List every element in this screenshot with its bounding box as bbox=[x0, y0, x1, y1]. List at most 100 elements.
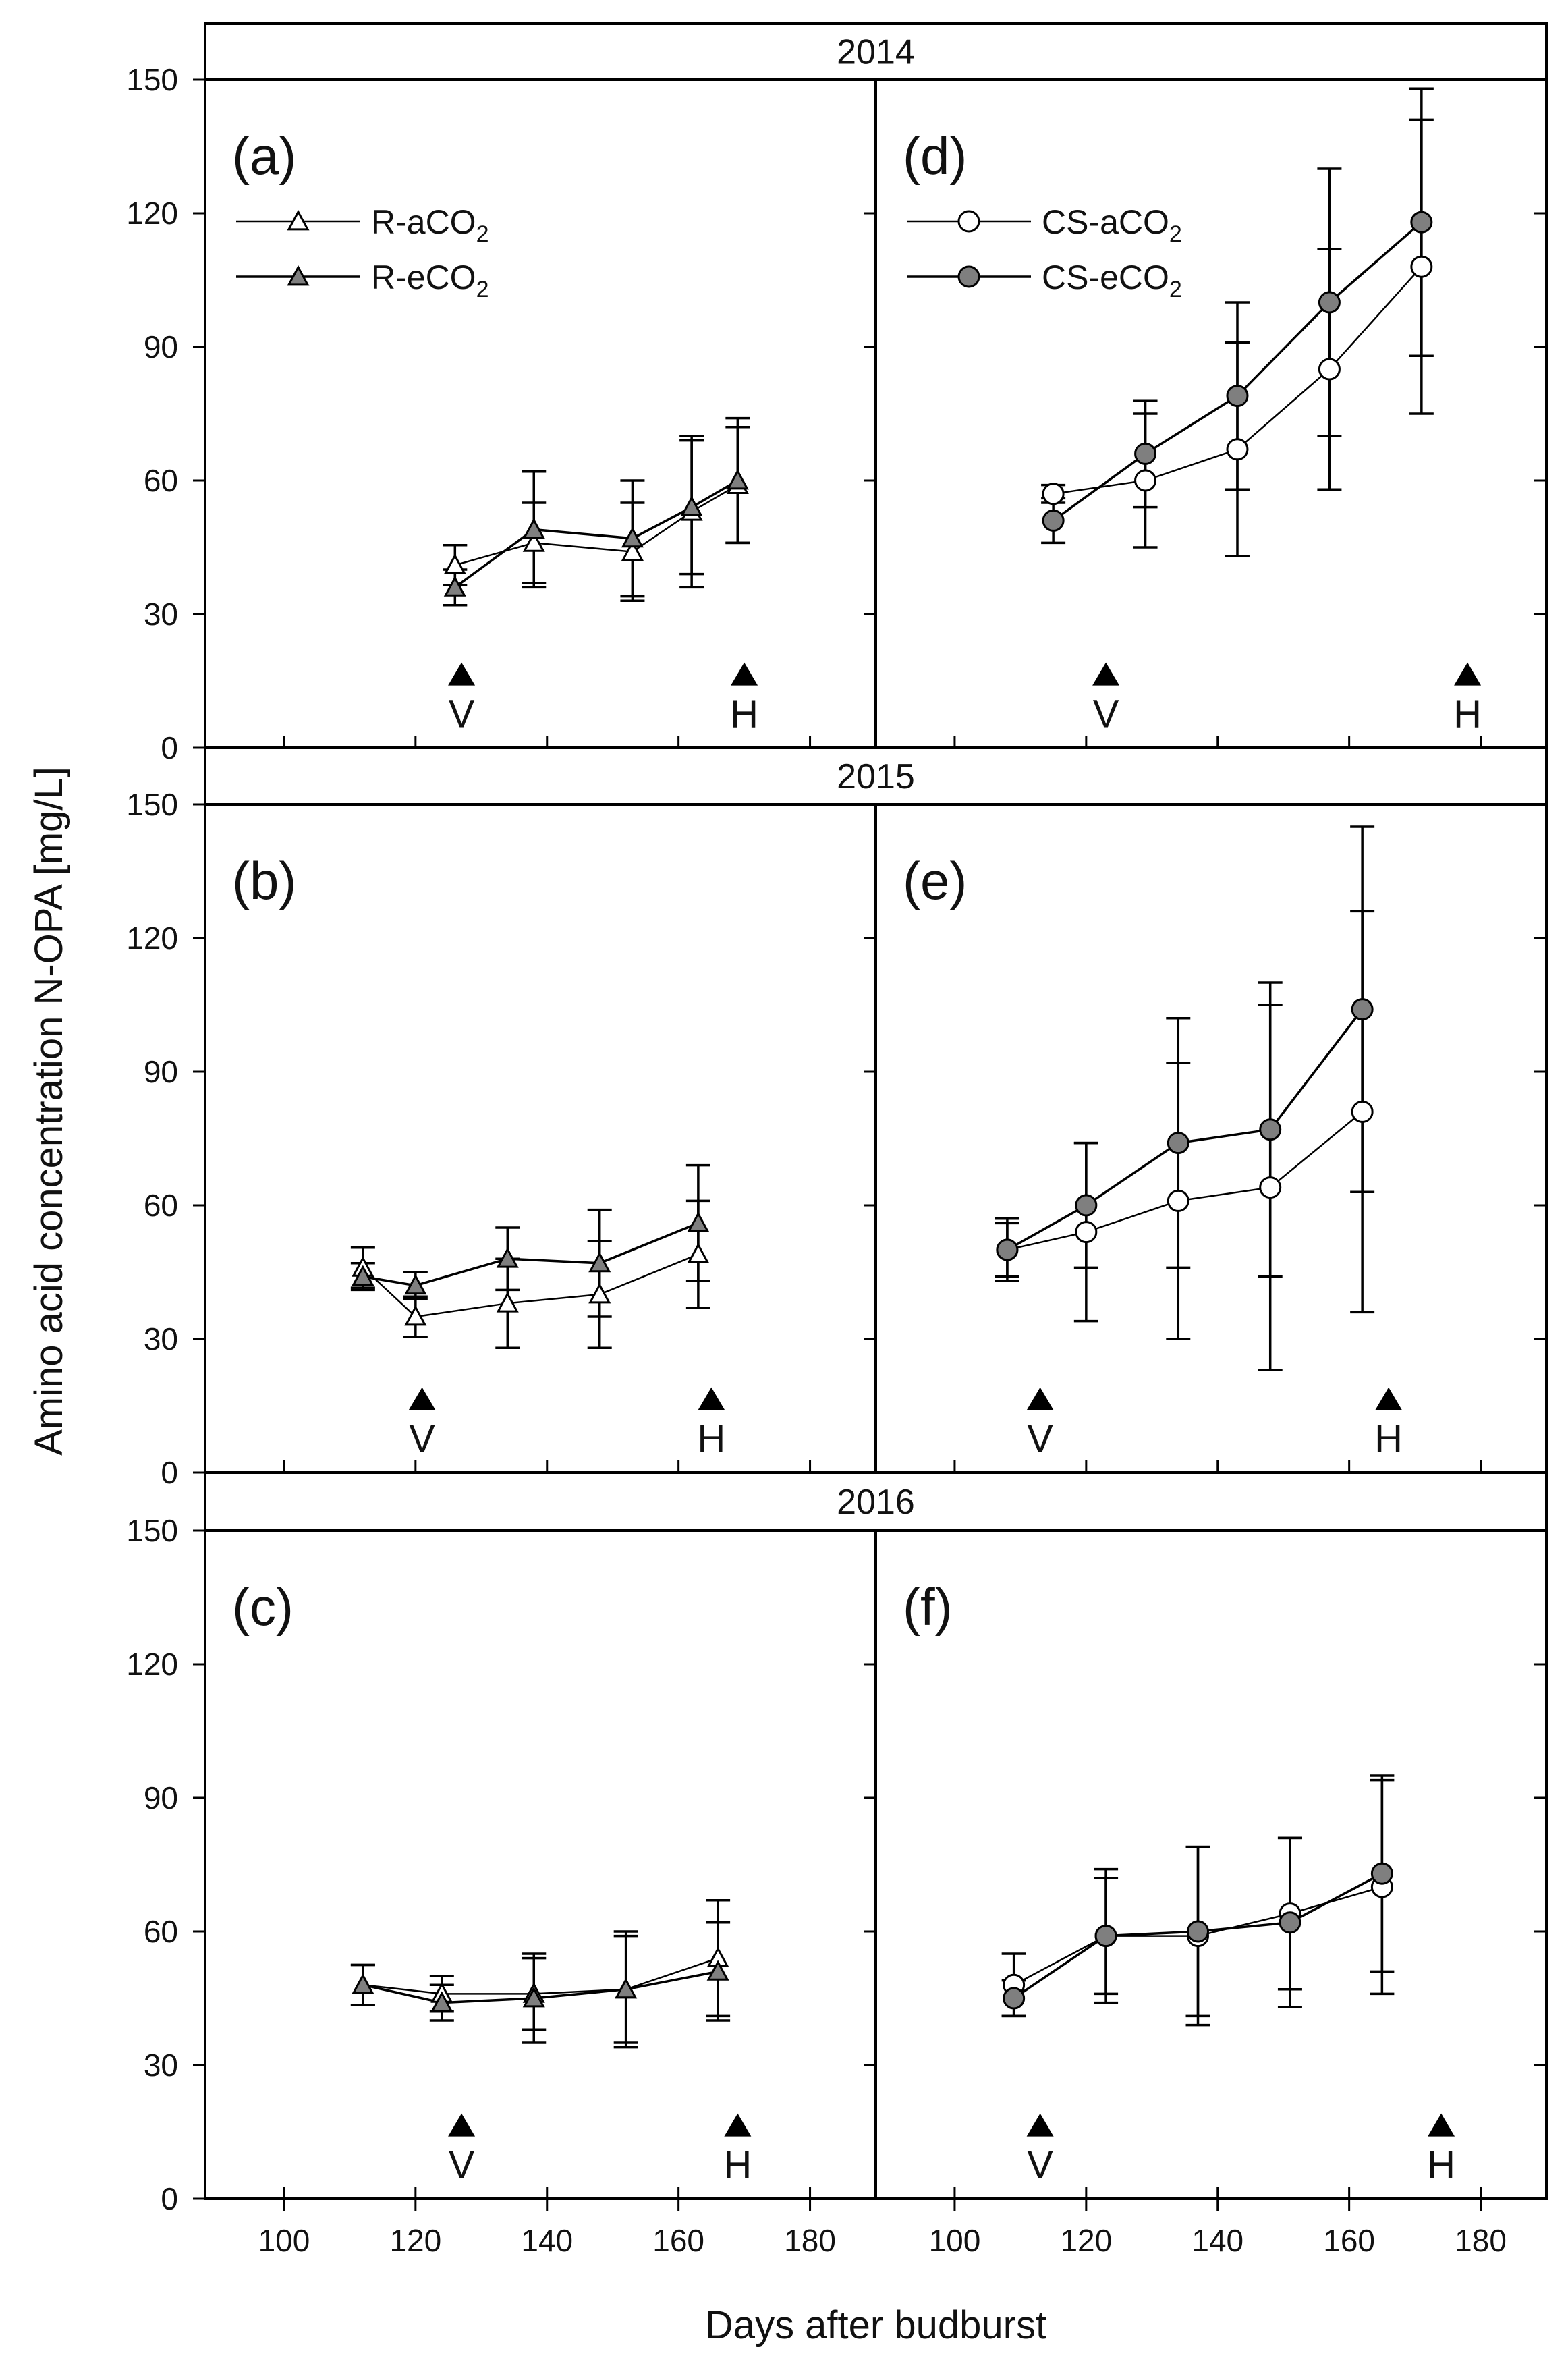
data-point bbox=[496, 1247, 519, 1268]
series-line bbox=[1007, 1008, 1364, 1251]
data-point bbox=[1187, 1920, 1210, 1943]
data-point bbox=[1279, 1911, 1301, 1934]
y-tick-label: 0 bbox=[161, 1455, 178, 1490]
veraison-marker-label: V bbox=[409, 1417, 435, 1461]
series-CS-eCO2 bbox=[1041, 87, 1434, 545]
y-tick-label: 150 bbox=[126, 787, 178, 822]
data-point bbox=[522, 1986, 545, 2008]
series-line bbox=[454, 484, 738, 566]
data-point bbox=[588, 1251, 611, 1273]
veraison-marker-arrow bbox=[1026, 2113, 1054, 2137]
panel-label: (a) bbox=[232, 126, 296, 186]
legend-marker bbox=[287, 265, 310, 286]
veraison-marker-label: V bbox=[1093, 692, 1119, 736]
harvest-marker-label: H bbox=[697, 1417, 725, 1461]
panel-label: (d) bbox=[903, 126, 967, 186]
y-tick-label: 120 bbox=[126, 196, 178, 231]
x-tick-label: 180 bbox=[1455, 2223, 1507, 2258]
data-point bbox=[1134, 469, 1157, 492]
y-tick-label: 90 bbox=[144, 1780, 178, 1815]
harvest-marker-arrow bbox=[1375, 1387, 1403, 1410]
data-point bbox=[522, 518, 545, 539]
data-point bbox=[1042, 483, 1065, 505]
harvest-marker-label: H bbox=[1427, 2143, 1455, 2187]
data-point bbox=[1226, 438, 1249, 461]
data-point bbox=[1410, 255, 1433, 278]
right-legend: CS-aCO2 CS-eCO2 bbox=[907, 203, 1182, 302]
series-CS-eCO2 bbox=[1001, 1774, 1395, 2018]
legend-marker bbox=[957, 210, 980, 233]
data-point bbox=[615, 1977, 638, 1999]
y-tick-label: 120 bbox=[126, 1647, 178, 1682]
veraison-marker-label: V bbox=[449, 2143, 475, 2187]
veraison-marker-label: V bbox=[1027, 2143, 1053, 2187]
data-point bbox=[1259, 1118, 1282, 1141]
data-point bbox=[443, 576, 466, 597]
y-tick-label: 60 bbox=[144, 1188, 178, 1223]
data-point bbox=[1134, 442, 1157, 465]
series-R-aCO2 bbox=[350, 1199, 710, 1349]
x-axis-title: Days after budburst bbox=[705, 2303, 1046, 2347]
harvest-marker-arrow bbox=[724, 2113, 752, 2137]
y-tick-label: 90 bbox=[144, 1054, 178, 1089]
data-point bbox=[621, 526, 644, 548]
data-point bbox=[1167, 1132, 1189, 1155]
year-strip-label: 2016 bbox=[837, 1483, 915, 1522]
harvest-marker-label: H bbox=[730, 692, 758, 736]
axis-ticks bbox=[193, 78, 1546, 2211]
panel-label: (c) bbox=[232, 1577, 293, 1637]
y-axis-title: Amino acid concentration N-OPA [mg/L] bbox=[27, 767, 71, 1456]
veraison-marker-arrow bbox=[448, 662, 476, 686]
x-tick-label: 120 bbox=[389, 2223, 441, 2258]
data-point bbox=[1003, 1987, 1026, 2010]
series-R-aCO2 bbox=[350, 1899, 731, 2044]
veraison-marker-arrow bbox=[1026, 1387, 1054, 1410]
data-series: V HV HV HV HV HV H bbox=[350, 87, 1482, 2187]
data-point bbox=[443, 553, 466, 574]
series-line bbox=[454, 479, 739, 588]
y-tick-label: 150 bbox=[126, 62, 178, 97]
data-point bbox=[726, 468, 749, 490]
data-point bbox=[1094, 1925, 1117, 1948]
x-tick-label: 100 bbox=[258, 2223, 310, 2258]
data-point bbox=[1351, 1100, 1374, 1123]
data-point bbox=[1370, 1862, 1393, 1885]
panel-frames bbox=[204, 22, 1548, 2200]
x-tick-label: 160 bbox=[652, 2223, 704, 2258]
data-point bbox=[1318, 291, 1341, 314]
data-point bbox=[996, 1238, 1019, 1261]
harvest-marker-label: H bbox=[1453, 692, 1482, 736]
legend-subscript: 2 bbox=[1169, 277, 1182, 302]
y-tick-label: 60 bbox=[144, 1914, 178, 1949]
veraison-marker-arrow bbox=[1092, 662, 1120, 686]
legend-subscript: 2 bbox=[476, 277, 489, 302]
y-tick-label: 120 bbox=[126, 921, 178, 956]
x-tick-label: 180 bbox=[784, 2223, 836, 2258]
veraison-marker-arrow bbox=[408, 1387, 436, 1410]
data-point bbox=[1075, 1221, 1098, 1244]
data-point bbox=[1075, 1194, 1098, 1217]
series-line bbox=[1007, 1111, 1363, 1251]
legend-label: CS-eCO2 bbox=[1042, 258, 1182, 302]
legend-subscript: 2 bbox=[476, 221, 489, 247]
y-tick-label: 30 bbox=[144, 2048, 178, 2083]
data-point bbox=[352, 1973, 374, 1994]
year-strip-label: 2015 bbox=[837, 757, 915, 796]
legend-subscript: 2 bbox=[1169, 221, 1182, 247]
data-point bbox=[1259, 1176, 1282, 1199]
data-point bbox=[1318, 358, 1341, 381]
data-point bbox=[1410, 211, 1433, 234]
series-line bbox=[362, 1222, 699, 1287]
harvest-marker-label: H bbox=[723, 2143, 752, 2187]
legend-label: R-aCO2 bbox=[371, 203, 489, 247]
legend-label: CS-aCO2 bbox=[1042, 203, 1182, 247]
veraison-marker-label: V bbox=[1027, 1417, 1053, 1461]
data-point bbox=[706, 1960, 729, 1981]
data-point bbox=[687, 1242, 710, 1263]
panel-label: (b) bbox=[232, 851, 296, 910]
